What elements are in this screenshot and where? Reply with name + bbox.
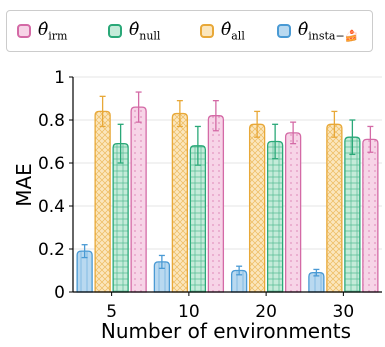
bar [362, 138, 379, 293]
x-tick-label: 20 [255, 302, 277, 322]
legend-swatch [17, 24, 31, 38]
bar [171, 112, 189, 293]
legend-swatch [277, 24, 291, 38]
legend-subscript: irm [48, 29, 68, 43]
x-tick-label: 10 [178, 302, 200, 322]
legend-subscript: null [139, 29, 161, 43]
error-bar [117, 123, 124, 164]
error-bar [331, 110, 338, 138]
error-bar [313, 268, 320, 277]
bar [344, 136, 361, 293]
error-bar [81, 244, 88, 259]
error-bar [349, 119, 356, 156]
x-axis-label: Number of environments [101, 319, 351, 343]
legend-label: θ̂all [221, 20, 245, 42]
legend-swatch [108, 24, 122, 38]
x-tick-label: 30 [333, 302, 355, 322]
error-bar [99, 95, 106, 128]
bar [207, 115, 225, 293]
bar [94, 110, 111, 293]
error-bar [176, 100, 183, 128]
error-bar [367, 125, 374, 153]
bar [284, 132, 302, 293]
bar [76, 250, 93, 293]
bar [248, 123, 266, 293]
error-bar [236, 265, 243, 276]
legend-label: θ̂null [129, 20, 160, 42]
bar [230, 269, 248, 293]
legend-subscript: insta−🍰 [308, 29, 359, 43]
y-tick-label: 0.8 [38, 111, 65, 131]
legend-symbol: θ̂ [221, 19, 232, 40]
error-bar [194, 125, 201, 166]
bar [112, 143, 129, 293]
legend-item: θ̂all [200, 11, 245, 51]
legend: θ̂irm θ̂null θ̂all θ̂insta−🍰 [6, 10, 373, 52]
error-bar [158, 254, 165, 270]
legend-symbol: θ̂ [38, 19, 49, 40]
legend-subscript: all [231, 29, 245, 43]
bar [266, 140, 284, 293]
bar [189, 145, 207, 293]
y-tick-label: 0.6 [38, 154, 65, 174]
bar [308, 272, 325, 293]
legend-swatch [200, 24, 214, 38]
error-bar [135, 91, 142, 123]
bar [153, 261, 171, 293]
error-bar [254, 110, 261, 138]
y-tick-label: 1 [54, 68, 65, 88]
legend-label: θ̂insta−🍰 [298, 20, 358, 42]
y-axis-label: MAE [12, 163, 36, 207]
bars [76, 91, 379, 293]
legend-item: θ̂null [108, 11, 160, 51]
bar [326, 123, 343, 293]
error-bar [290, 121, 297, 145]
legend-symbol: θ̂ [129, 19, 140, 40]
error-bar [212, 100, 219, 132]
y-tick-label: 0.2 [38, 240, 65, 260]
legend-item: θ̂insta−🍰 [277, 11, 358, 51]
y-tick-label: 0.4 [38, 197, 65, 217]
y-tick-label: 0 [54, 283, 65, 303]
axes: 0 0.2 0.4 0.6 0.8 1 5 10 20 30 [38, 68, 382, 322]
legend-symbol: θ̂ [298, 19, 309, 40]
x-tick-label: 5 [106, 302, 117, 322]
legend-item: θ̂irm [17, 11, 67, 51]
bar [130, 106, 147, 293]
error-bar [272, 123, 279, 160]
legend-label: θ̂irm [38, 20, 67, 42]
